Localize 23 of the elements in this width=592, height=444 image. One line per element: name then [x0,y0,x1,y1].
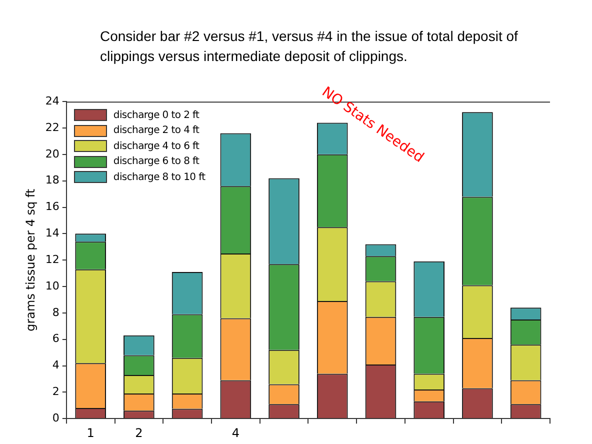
y-axis-title: grams tissue per 4 sq ft [23,188,38,332]
legend-label: discharge 0 to 2 ft [113,110,200,121]
x-tick-label: 2 [135,426,143,440]
y-tick-label: 10 [45,279,60,292]
y-tick-label: 14 [45,226,60,240]
legend-label: discharge 2 to 4 ft [113,125,200,136]
x-tick-label: 1 [86,426,94,440]
y-tick-label: 8 [52,306,60,319]
y-tick-label: 18 [45,174,60,187]
y-tick-label: 2 [52,385,60,398]
y-tick-label: 20 [45,147,60,160]
chart-title: Consider bar #2 versus #1, versus #4 in the issue of total deposit of clippings versus intermediate deposit of clippings. [100,27,519,66]
legend-label: discharge 6 to 8 ft [113,156,200,168]
y-tick-label: 4 [52,358,60,372]
y-tick-label: 22 [45,120,60,134]
y-tick-label: 24 [45,94,60,108]
y-tick-label: 6 [52,332,60,346]
y-tick-label: 0 [52,411,60,424]
legend-label: discharge 8 to 10 ft [113,172,206,183]
x-tick-label: 4 [232,426,240,440]
legend-label: discharge 4 to 6 ft [113,140,200,152]
y-tick-label: 16 [45,200,60,214]
y-tick-label: 12 [45,252,60,266]
